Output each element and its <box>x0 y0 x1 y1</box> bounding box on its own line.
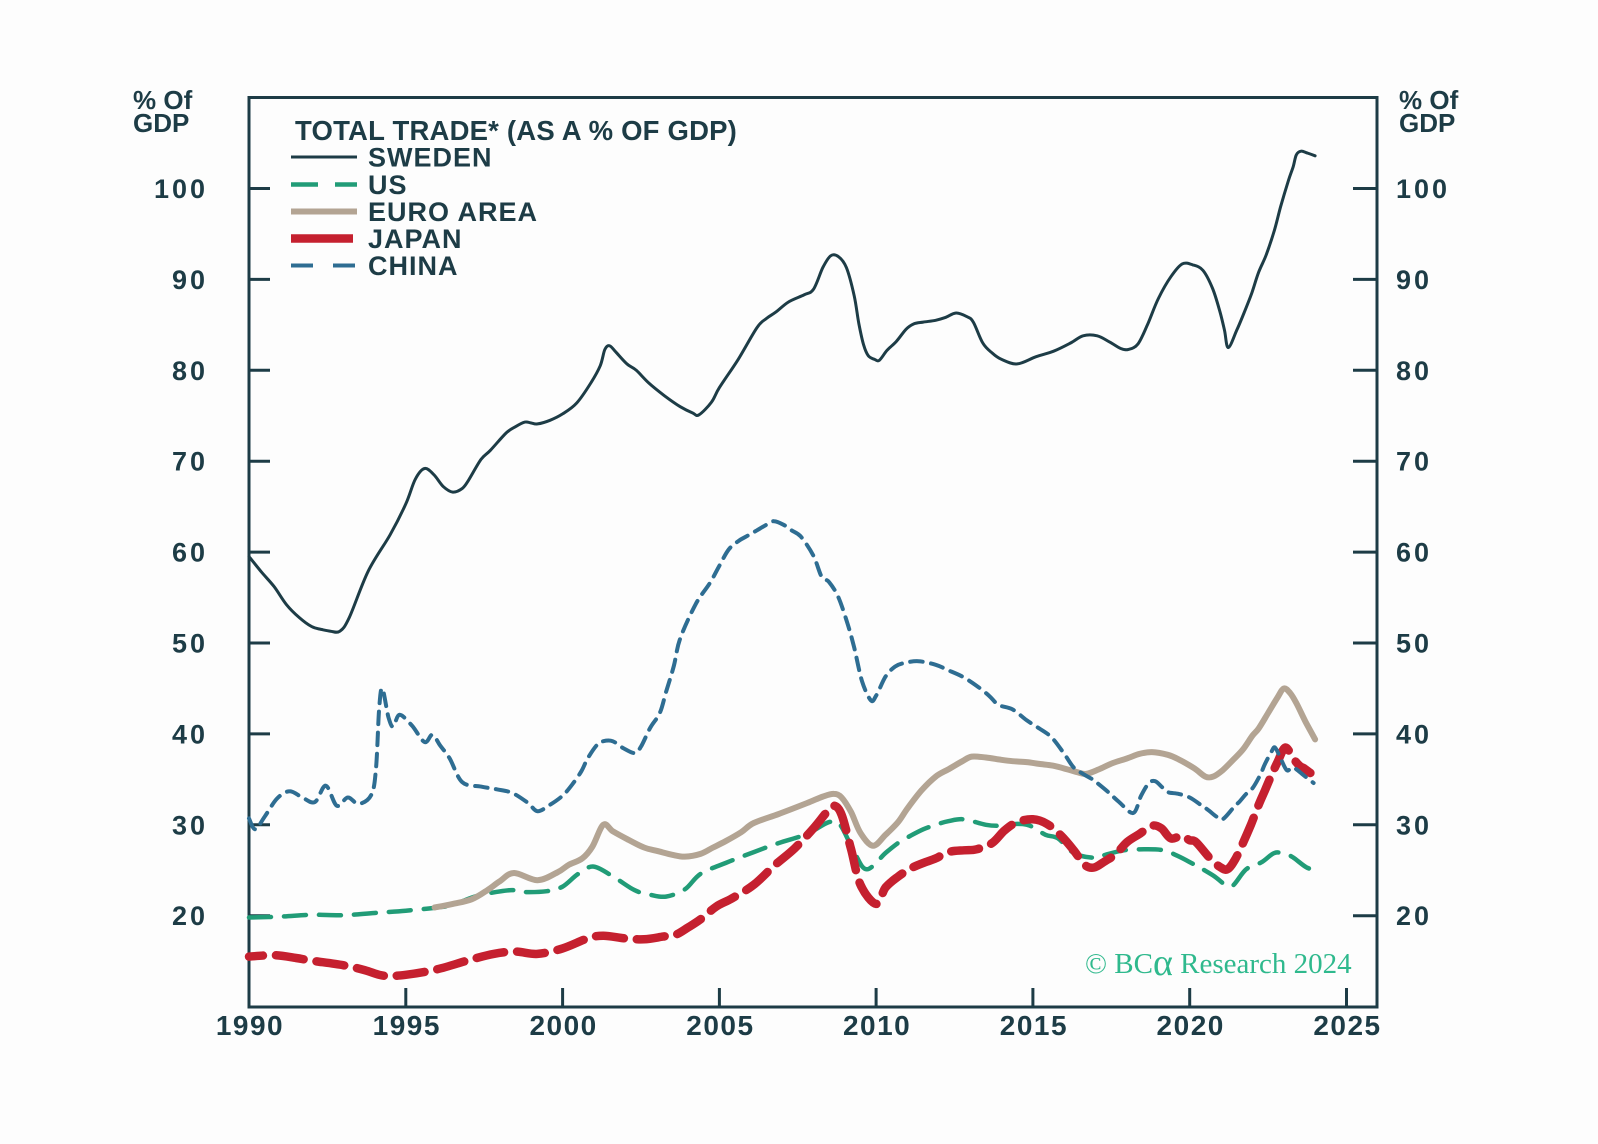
svg-text:GDP: GDP <box>1399 108 1455 138</box>
svg-text:© BCα Research 2024: © BCα Research 2024 <box>1085 942 1352 984</box>
svg-text:1990: 1990 <box>216 1010 284 1041</box>
svg-text:2005: 2005 <box>686 1010 754 1041</box>
svg-text:20: 20 <box>172 901 208 931</box>
svg-text:50: 50 <box>1396 629 1432 659</box>
svg-text:SWEDEN: SWEDEN <box>368 143 493 173</box>
svg-text:GDP: GDP <box>133 108 189 138</box>
svg-text:US: US <box>368 170 408 200</box>
svg-text:% Of: % Of <box>133 85 193 115</box>
svg-text:90: 90 <box>172 265 208 295</box>
svg-text:50: 50 <box>172 629 208 659</box>
svg-text:2010: 2010 <box>843 1010 911 1041</box>
svg-text:70: 70 <box>172 447 208 477</box>
svg-text:TOTAL TRADE* (AS A % OF GDP): TOTAL TRADE* (AS A % OF GDP) <box>295 115 737 146</box>
svg-text:EURO AREA: EURO AREA <box>368 197 538 227</box>
svg-text:60: 60 <box>1396 538 1432 568</box>
svg-text:20: 20 <box>1396 901 1432 931</box>
svg-text:70: 70 <box>1396 447 1432 477</box>
svg-text:60: 60 <box>172 538 208 568</box>
svg-text:2020: 2020 <box>1157 1010 1225 1041</box>
svg-text:JAPAN: JAPAN <box>368 224 463 254</box>
svg-text:CHINA: CHINA <box>368 251 459 281</box>
svg-text:2015: 2015 <box>1000 1010 1068 1041</box>
svg-text:30: 30 <box>1396 810 1432 840</box>
svg-text:40: 40 <box>172 719 208 749</box>
svg-text:100: 100 <box>154 174 208 204</box>
svg-text:80: 80 <box>172 356 208 386</box>
svg-text:% Of: % Of <box>1399 85 1459 115</box>
svg-text:2000: 2000 <box>529 1010 597 1041</box>
svg-text:100: 100 <box>1396 174 1450 204</box>
svg-text:80: 80 <box>1396 356 1432 386</box>
svg-text:2025: 2025 <box>1313 1010 1381 1041</box>
svg-text:90: 90 <box>1396 265 1432 295</box>
svg-text:30: 30 <box>172 810 208 840</box>
svg-text:40: 40 <box>1396 719 1432 749</box>
svg-text:1995: 1995 <box>373 1010 441 1041</box>
